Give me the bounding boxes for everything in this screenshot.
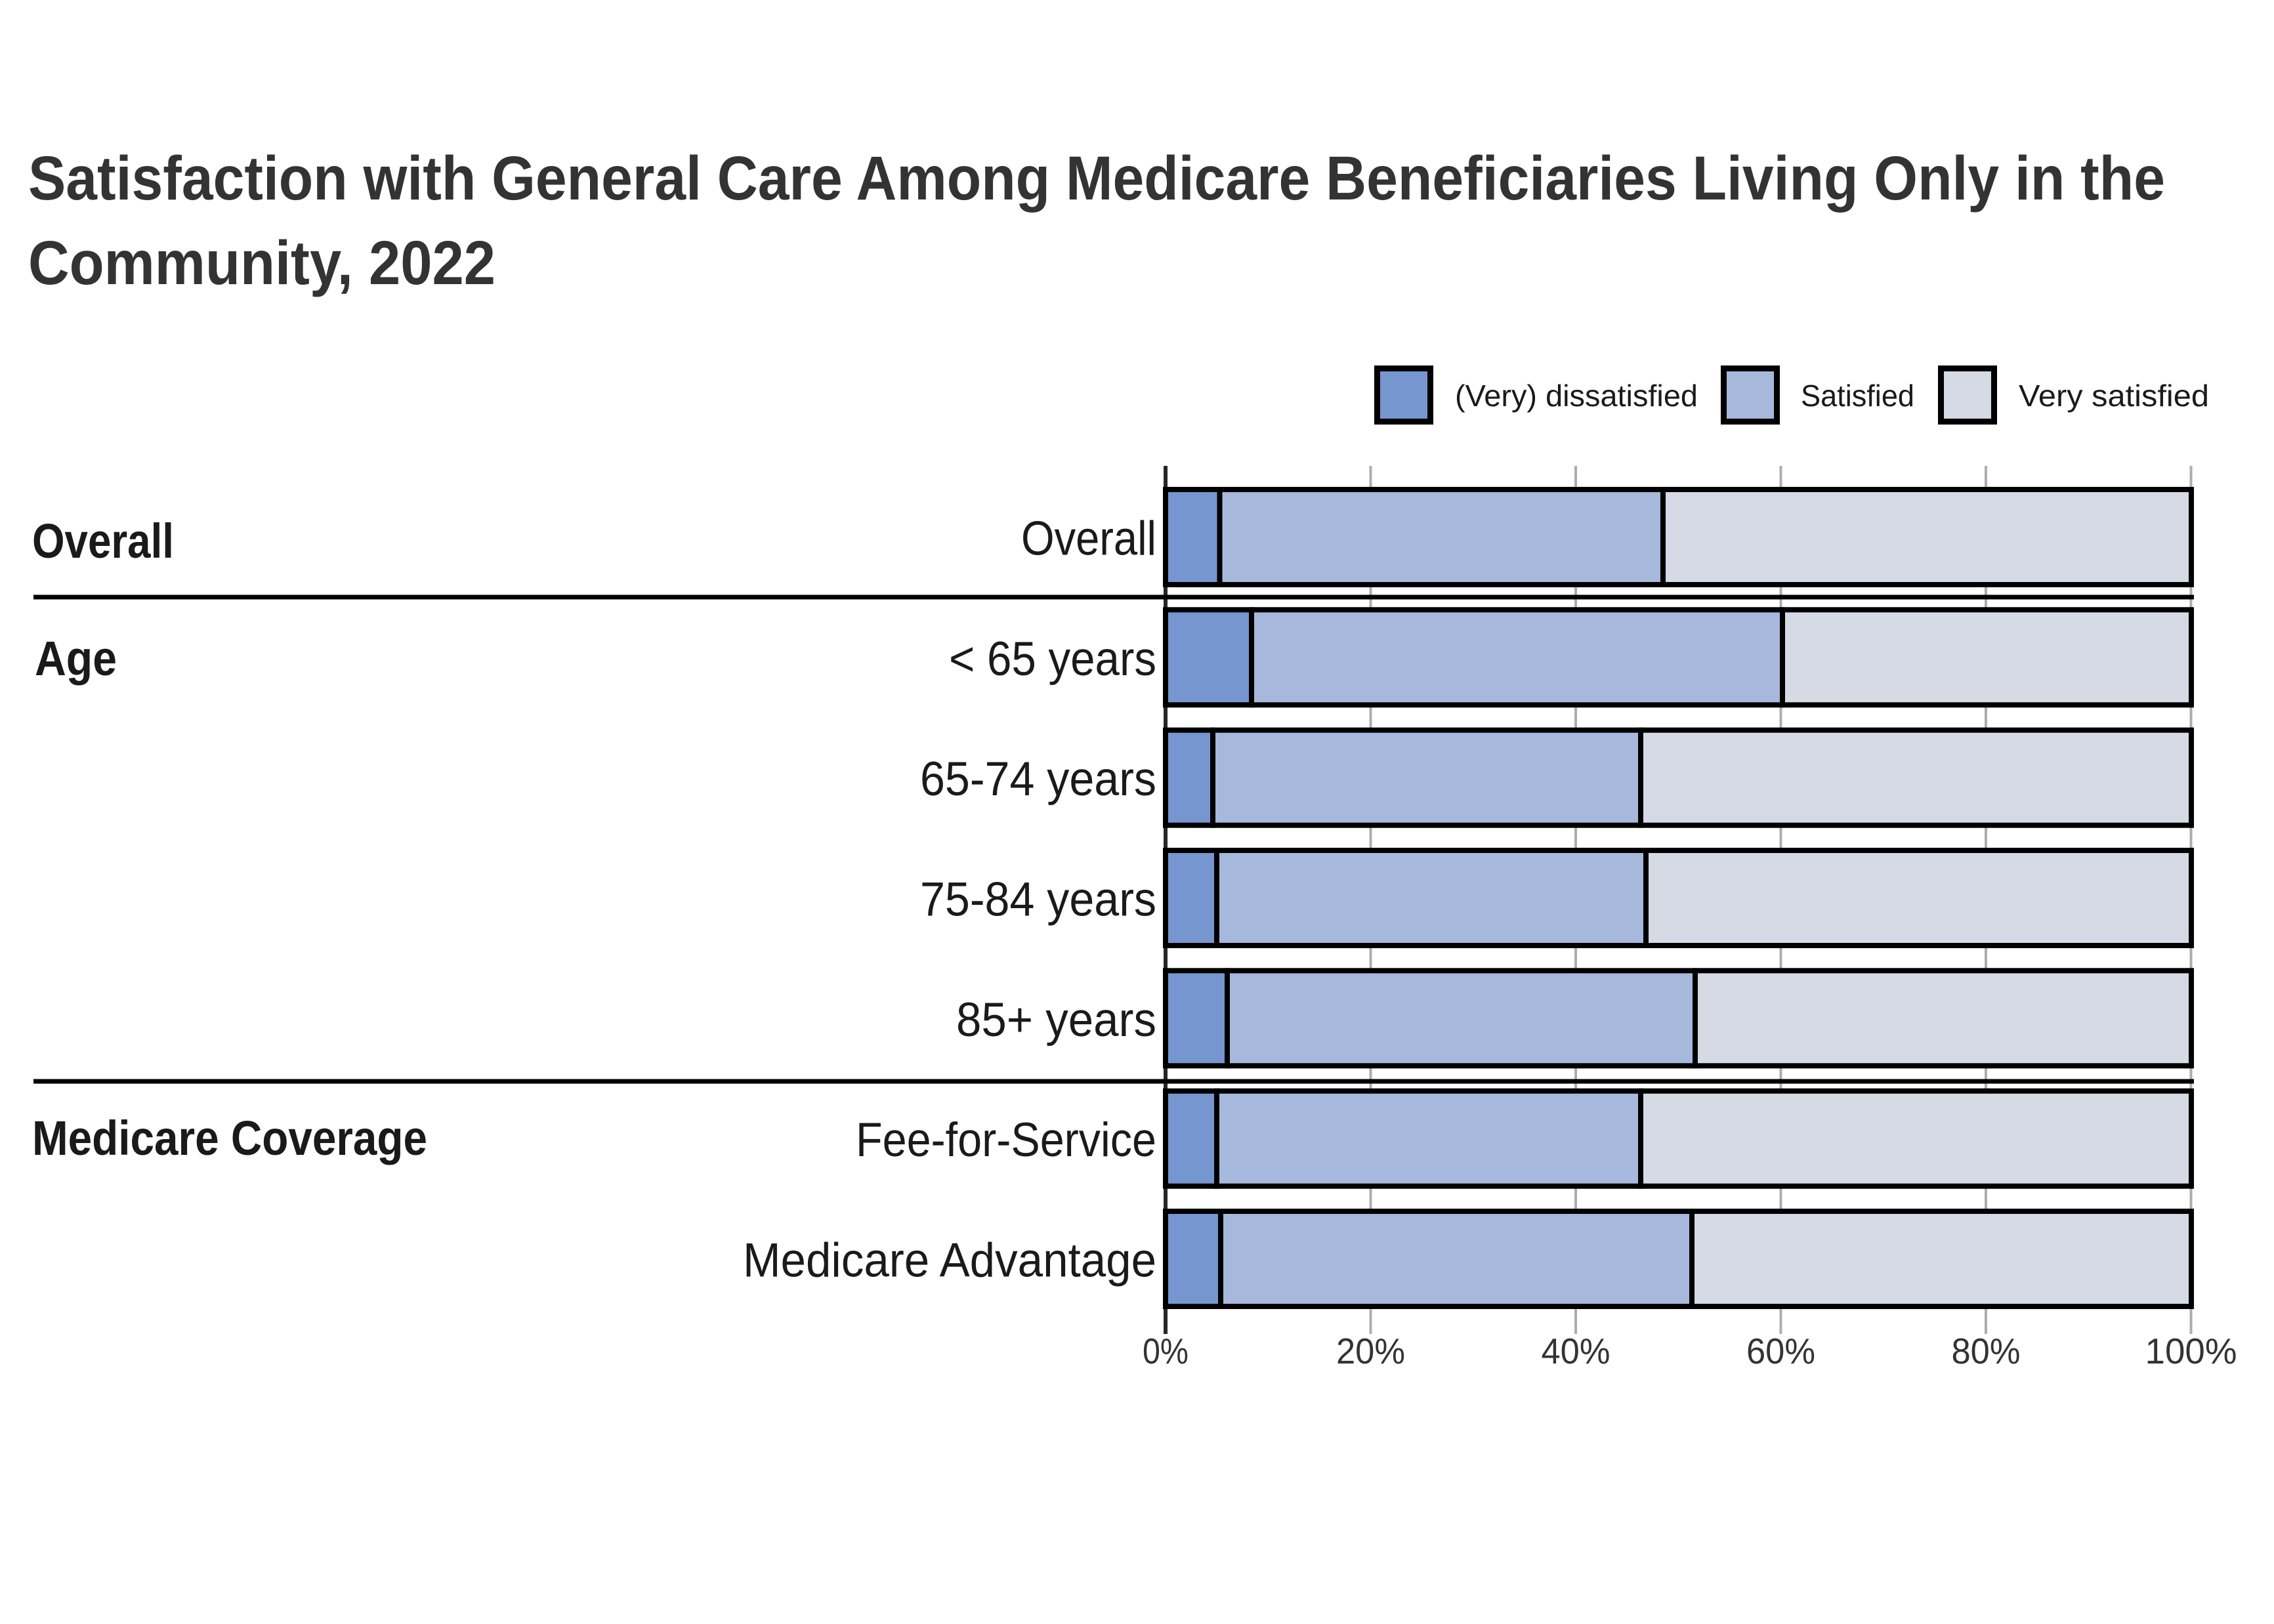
svg-text:40%: 40% — [1542, 1331, 1611, 1371]
svg-text:85+ years: 85+ years — [956, 993, 1156, 1047]
svg-text:Community, 2022: Community, 2022 — [28, 228, 495, 298]
svg-text:Very satisfied: Very satisfied — [2019, 379, 2209, 413]
svg-text:Age: Age — [35, 631, 117, 686]
svg-text:< 65 years: < 65 years — [949, 633, 1156, 686]
svg-text:75-84 years: 75-84 years — [920, 873, 1156, 927]
svg-text:Satisfied: Satisfied — [1801, 379, 1914, 413]
svg-text:Overall: Overall — [32, 514, 174, 568]
svg-text:Overall: Overall — [1021, 512, 1156, 566]
svg-text:65-74 years: 65-74 years — [920, 753, 1156, 806]
svg-text:Fee-for-Service: Fee-for-Service — [856, 1114, 1156, 1167]
svg-text:100%: 100% — [2145, 1331, 2237, 1371]
svg-text:Medicare Coverage: Medicare Coverage — [32, 1111, 427, 1165]
svg-text:20%: 20% — [1336, 1331, 1405, 1371]
svg-text:Satisfaction with General Care: Satisfaction with General Care Among Med… — [28, 144, 2165, 213]
svg-text:(Very) dissatisfied: (Very) dissatisfied — [1455, 379, 1698, 413]
svg-text:0%: 0% — [1143, 1331, 1189, 1371]
svg-text:60%: 60% — [1746, 1331, 1815, 1371]
svg-text:Medicare Advantage: Medicare Advantage — [743, 1234, 1156, 1287]
svg-text:80%: 80% — [1952, 1331, 2021, 1371]
